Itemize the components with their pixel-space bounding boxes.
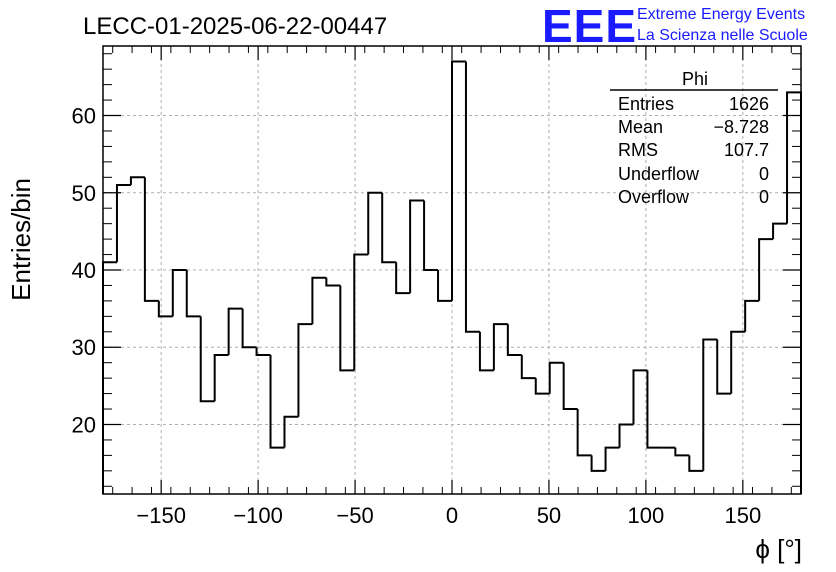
histogram-bin: [590, 455, 606, 472]
histogram-bin: [129, 176, 145, 186]
ticks: [103, 46, 801, 494]
histogram-bin: [381, 192, 397, 264]
histogram-bin: [115, 184, 131, 263]
x-tick-label: −100: [233, 503, 283, 528]
stats-value-rms: 107.7: [724, 140, 769, 160]
histogram-bin: [311, 276, 327, 325]
histogram-bin: [171, 269, 187, 317]
stats-label-underflow: Underflow: [618, 164, 700, 184]
x-tick-label: 150: [724, 503, 761, 528]
histogram-bin: [464, 61, 480, 333]
y-tick-label: 40: [72, 258, 96, 283]
histogram-bin: [367, 191, 383, 255]
y-tick-label: 20: [72, 412, 96, 437]
histogram-bin: [716, 339, 732, 395]
histogram-bin: [143, 177, 159, 302]
stats-label-mean: Mean: [618, 117, 663, 137]
x-tick-label: −50: [336, 503, 373, 528]
histogram-bin: [437, 270, 452, 302]
histogram-bin: [618, 423, 634, 448]
histogram-bin: [758, 238, 774, 301]
histogram-bin: [786, 91, 802, 494]
x-tick-label: 100: [628, 503, 665, 528]
histogram-bin: [325, 277, 341, 287]
histogram-bin: [506, 324, 522, 356]
x-tick-label: 50: [537, 503, 561, 528]
histogram-bin: [688, 455, 704, 472]
histogram-bin: [157, 300, 173, 318]
histogram-bin: [730, 330, 746, 394]
histogram-bin: [339, 285, 355, 372]
histogram-bin: [255, 347, 271, 356]
tick-labels: −150 −100 −50 0 50 100 150 20 30 40 50 60: [72, 104, 762, 528]
histogram-bin: [632, 369, 648, 425]
eee-logo-mark: EEE: [542, 0, 637, 52]
histogram-bin: [283, 415, 299, 448]
histogram-bin: [213, 353, 229, 402]
histogram-bin: [646, 370, 662, 449]
histogram-bin: [744, 299, 760, 332]
histogram-bin: [520, 354, 536, 380]
histogram-bin: [199, 316, 215, 403]
logo-line-1: Extreme Energy Events: [637, 6, 805, 23]
histogram-bin: [395, 262, 411, 295]
histogram-bin: [674, 447, 690, 457]
y-tick-label: 50: [72, 181, 96, 206]
histogram-bin: [604, 446, 620, 471]
x-tick-label: −150: [136, 503, 186, 528]
stats-label-overflow: Overflow: [618, 187, 690, 207]
logo-line-2: La Scienza nelle Scuole: [637, 27, 808, 44]
chart-title: LECC-01-2025-06-22-00447: [83, 13, 387, 40]
histogram-bin: [534, 378, 550, 395]
histogram-bin: [185, 270, 201, 318]
stats-value-underflow: 0: [759, 164, 769, 184]
histogram-bin: [562, 362, 578, 411]
histogram-bin: [451, 60, 466, 301]
y-tick-label: 30: [72, 335, 96, 360]
histogram-bin: [772, 222, 788, 240]
histogram-bin: [409, 199, 425, 294]
histogram-bin: [269, 354, 285, 449]
stats-value-entries: 1626: [729, 94, 769, 114]
stats-label-entries: Entries: [618, 94, 674, 114]
histogram-bin: [227, 307, 243, 355]
stats-value-overflow: 0: [759, 187, 769, 207]
histogram-bin: [702, 338, 718, 471]
x-tick-label: 0: [446, 503, 458, 528]
y-axis-label: Entries/bin: [6, 178, 36, 301]
stats-box: Phi Entries 1626 Mean −8.728 RMS 107.7 U…: [610, 69, 778, 207]
histogram-bin: [297, 323, 313, 417]
eee-logo: EEE Extreme Energy Events La Scienza nel…: [542, 0, 808, 52]
histogram: [102, 60, 802, 494]
histogram-bin: [478, 331, 494, 372]
histogram-bin: [492, 323, 508, 371]
stats-label-rms: RMS: [618, 140, 658, 160]
stats-title: Phi: [682, 69, 708, 89]
stats-value-mean: −8.728: [713, 117, 769, 137]
y-tick-label: 60: [72, 104, 96, 129]
histogram-bin: [548, 361, 564, 394]
histogram-bin: [241, 308, 257, 349]
histogram-bin: [423, 200, 439, 271]
histogram-bin: [576, 409, 592, 457]
histogram-bin: [353, 253, 369, 371]
x-axis-label: ϕ [°]: [755, 534, 802, 564]
